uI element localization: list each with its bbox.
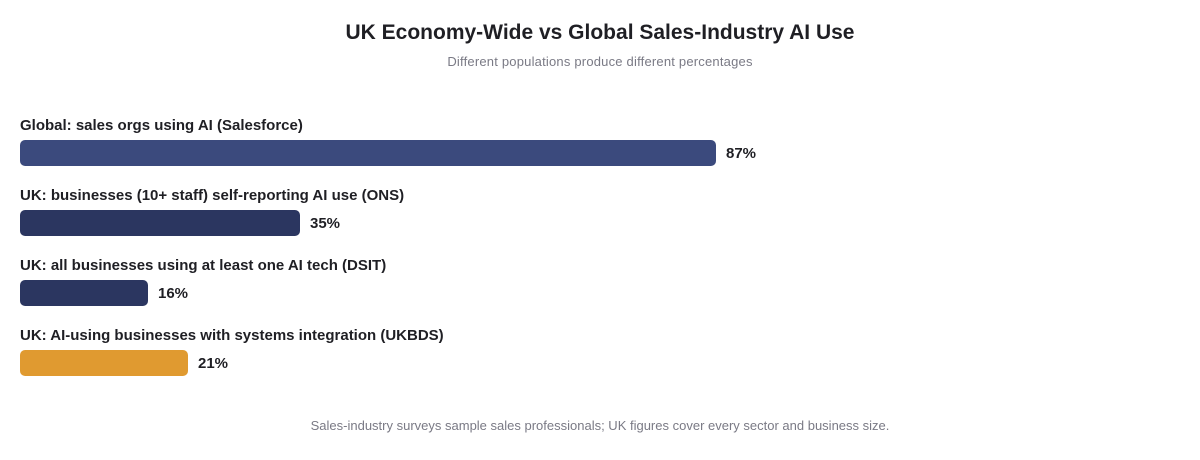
bar-value-label: 21%: [198, 355, 228, 372]
bar: [20, 350, 188, 376]
bar-value-label: 87%: [726, 145, 756, 162]
bar-value-label: 16%: [158, 285, 188, 302]
category-label: UK: businesses (10+ staff) self-reportin…: [20, 187, 404, 204]
category-label: Global: sales orgs using AI (Salesforce): [20, 117, 303, 134]
bar: [20, 280, 148, 306]
bar: [20, 210, 300, 236]
bar-value-label: 35%: [310, 215, 340, 232]
chart-title: UK Economy-Wide vs Global Sales-Industry…: [345, 21, 855, 44]
category-label: UK: AI-using businesses with systems int…: [20, 327, 444, 344]
bar: [20, 140, 716, 166]
chart-subtitle: Different populations produce different …: [447, 54, 753, 69]
chart-footnote: Sales-industry surveys sample sales prof…: [310, 418, 890, 433]
category-label: UK: all businesses using at least one AI…: [20, 257, 386, 274]
